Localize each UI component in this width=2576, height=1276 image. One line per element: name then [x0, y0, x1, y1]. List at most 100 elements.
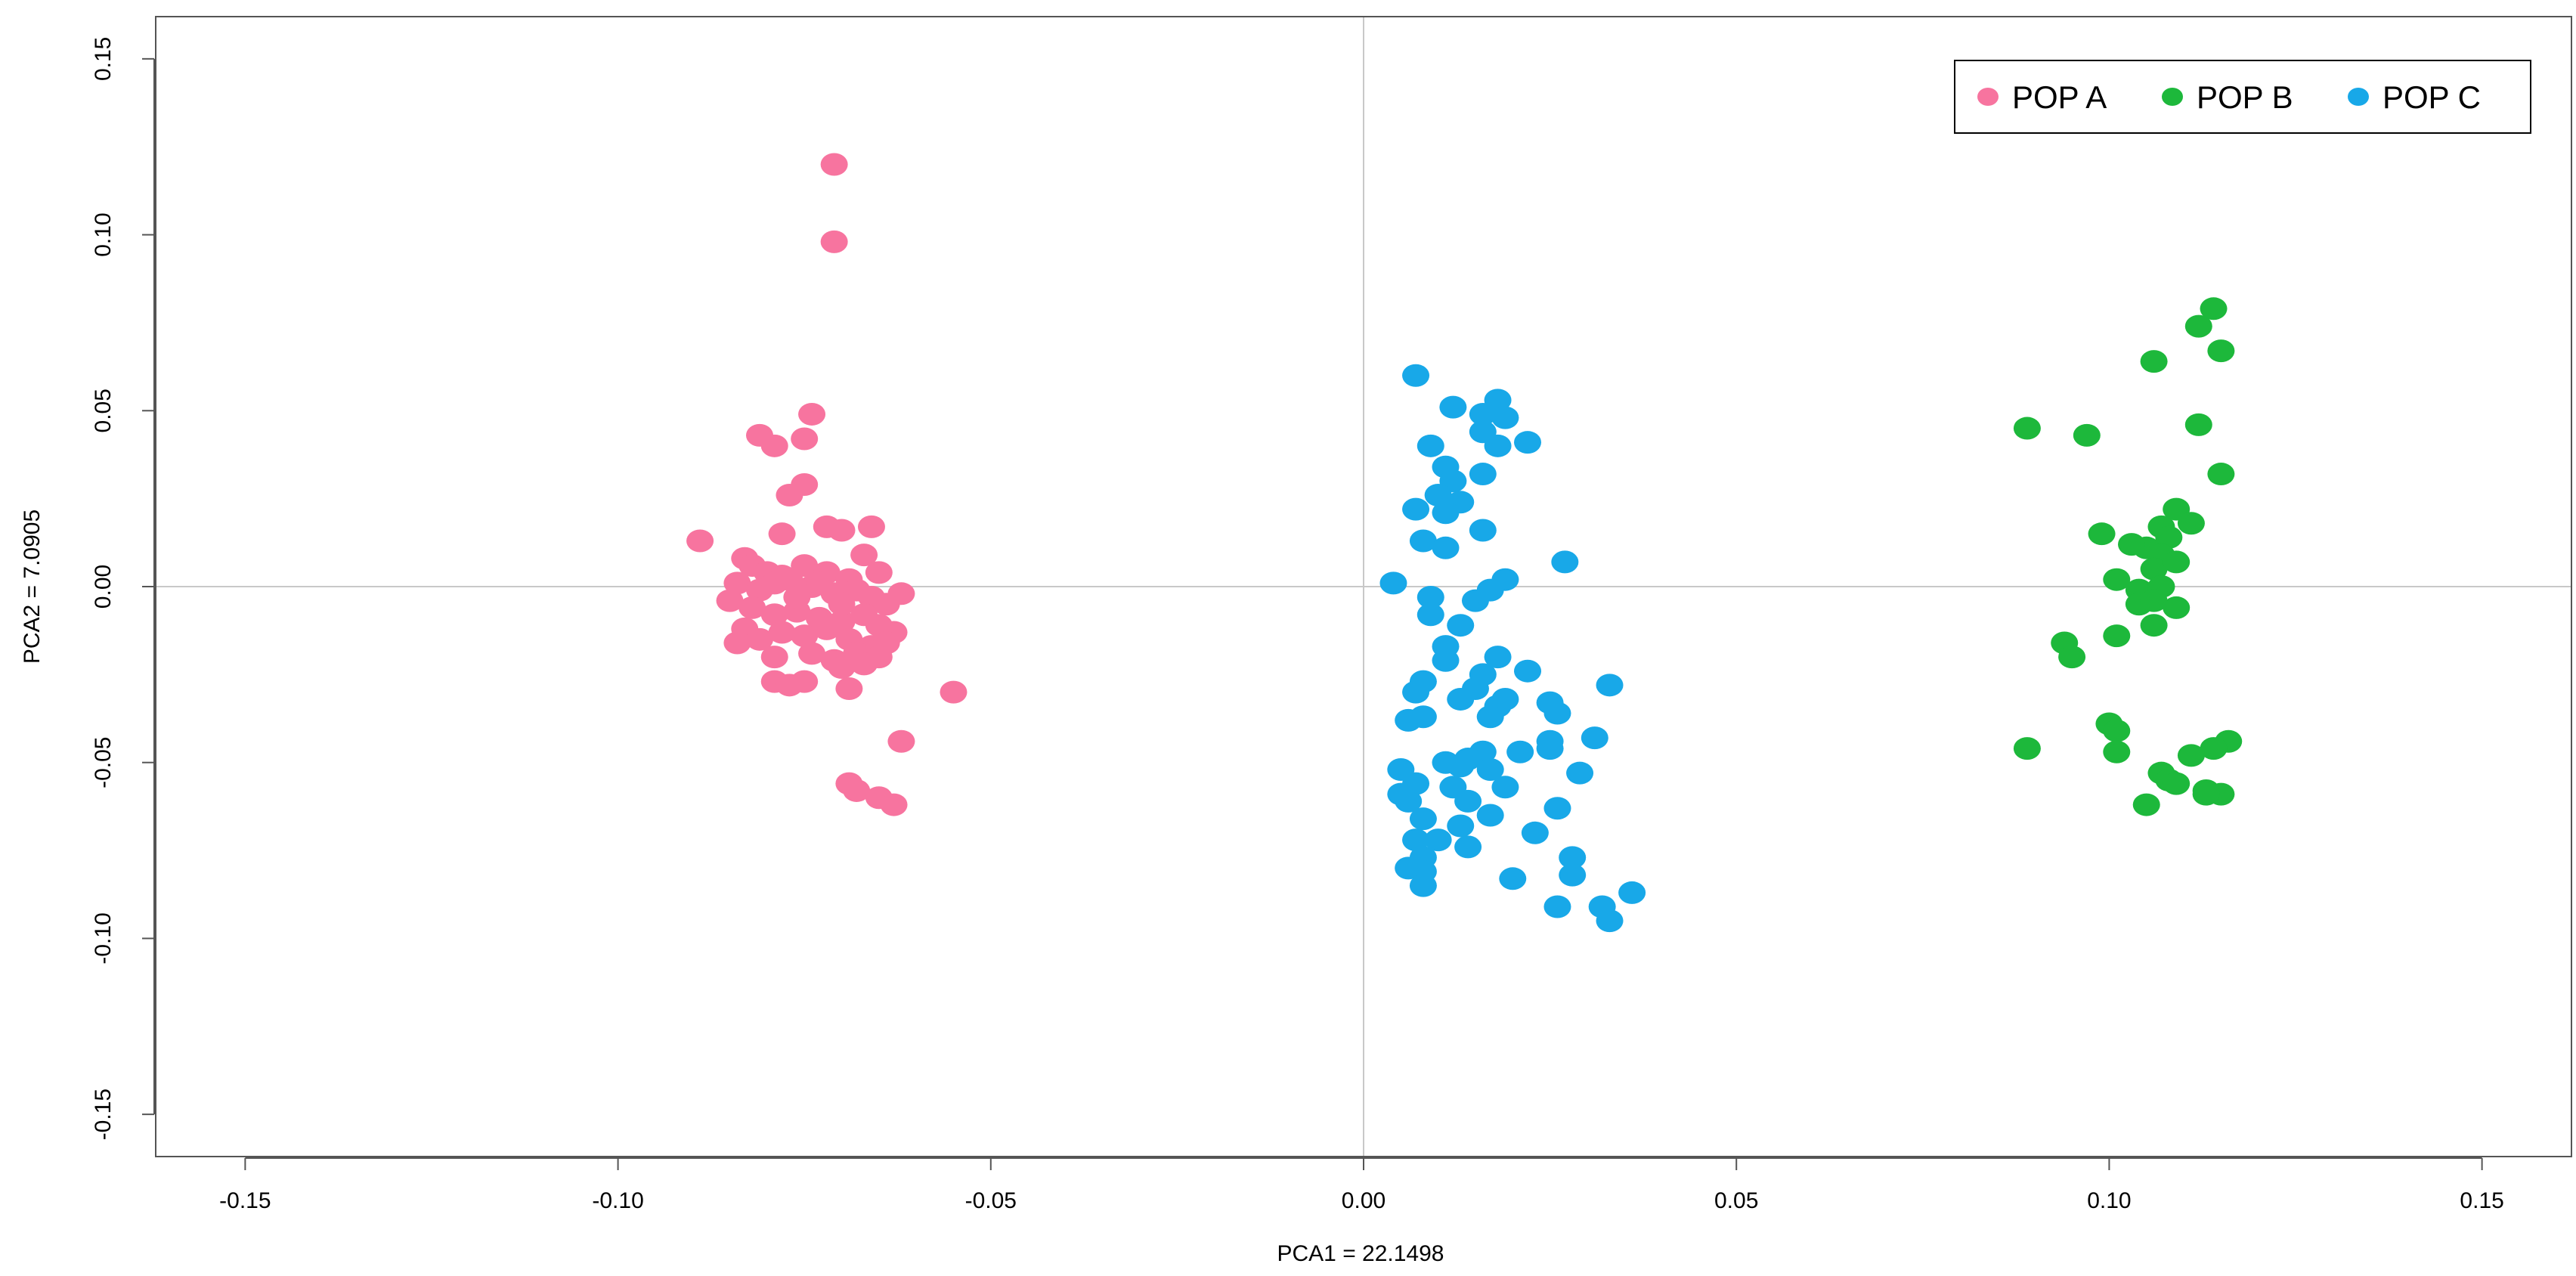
data-point-pop-b — [2140, 614, 2168, 637]
data-point-pop-c — [1416, 434, 1444, 457]
data-point-pop-c — [1424, 828, 1452, 852]
data-point-pop-a — [887, 729, 915, 753]
data-point-pop-a — [835, 677, 863, 700]
data-point-pop-c — [1409, 874, 1437, 897]
data-point-pop-c — [1618, 881, 1646, 904]
data-point-pop-b — [2200, 737, 2228, 760]
data-point-pop-a — [805, 571, 833, 595]
data-point-pop-b — [2103, 740, 2131, 763]
data-point-pop-b — [2132, 793, 2160, 816]
y-tick-label: 0.00 — [91, 565, 116, 609]
data-point-pop-c — [1559, 846, 1587, 869]
data-point-pop-b — [2140, 557, 2168, 581]
data-point-pop-c — [1416, 585, 1444, 609]
x-tick-label: 0.05 — [1714, 1188, 1758, 1213]
data-point-pop-b — [2140, 350, 2168, 373]
data-point-pop-c — [1551, 550, 1579, 574]
data-points — [686, 153, 2243, 933]
data-point-pop-a — [776, 483, 803, 506]
data-point-pop-c — [1447, 614, 1475, 637]
data-point-pop-c — [1432, 649, 1460, 672]
legend: POP A POP B POP C — [1954, 60, 2531, 134]
data-point-pop-a — [843, 779, 871, 802]
data-point-pop-a — [760, 646, 788, 669]
data-point-pop-b — [2184, 413, 2212, 436]
data-point-pop-a — [716, 589, 744, 612]
y-tick-label: -0.15 — [91, 1089, 116, 1140]
data-point-pop-b — [2200, 297, 2228, 321]
data-point-pop-c — [1514, 431, 1542, 454]
data-point-pop-b — [2163, 772, 2191, 795]
data-point-pop-b — [2192, 782, 2220, 806]
data-point-pop-a — [850, 544, 878, 567]
legend-label-pop-a: POP A — [2012, 79, 2107, 115]
data-point-pop-c — [1409, 807, 1437, 831]
legend-marker-pop-b — [2162, 88, 2183, 106]
data-point-pop-c — [1454, 789, 1482, 813]
data-point-pop-b — [2118, 533, 2146, 556]
data-point-pop-a — [723, 631, 751, 655]
data-point-pop-a — [760, 603, 788, 627]
data-point-pop-c — [1447, 814, 1475, 838]
legend-marker-pop-a — [1977, 88, 1999, 106]
data-point-pop-b — [2058, 646, 2086, 669]
data-point-pop-c — [1469, 463, 1497, 486]
data-point-pop-c — [1439, 395, 1467, 419]
data-point-pop-c — [1596, 674, 1624, 697]
data-point-pop-c — [1543, 701, 1571, 725]
x-tick-label: 0.00 — [1342, 1188, 1386, 1213]
data-point-pop-c — [1432, 501, 1460, 525]
data-point-pop-a — [865, 561, 893, 584]
data-point-pop-b — [2163, 550, 2191, 574]
data-point-pop-b — [2103, 719, 2131, 742]
plot-frame — [155, 16, 2572, 1157]
legend-marker-pop-c — [2348, 88, 2369, 106]
data-point-pop-a — [820, 230, 848, 253]
legend-label-pop-b: POP B — [2197, 79, 2293, 115]
data-point-pop-b — [2013, 417, 2041, 440]
data-point-pop-c — [1447, 687, 1475, 711]
data-point-pop-a — [723, 571, 751, 595]
data-point-pop-c — [1491, 406, 1519, 429]
data-point-pop-b — [2207, 339, 2235, 363]
legend-box — [1954, 60, 2531, 134]
data-point-pop-b — [2013, 737, 2041, 760]
x-tick-label: 0.15 — [2460, 1188, 2503, 1213]
data-point-pop-b — [2073, 423, 2101, 447]
data-point-pop-a — [791, 670, 819, 693]
data-point-pop-c — [1469, 519, 1497, 542]
data-point-pop-c — [1402, 680, 1430, 704]
data-point-pop-c — [1454, 835, 1482, 859]
data-point-pop-b — [2184, 314, 2212, 338]
y-tick-label: 0.10 — [91, 212, 116, 256]
data-point-pop-a — [768, 522, 796, 546]
x-tick-label: -0.05 — [965, 1188, 1017, 1213]
data-point-pop-c — [1566, 761, 1594, 785]
y-tick-label: 0.05 — [91, 389, 116, 432]
data-point-pop-b — [2103, 624, 2131, 648]
data-point-pop-a — [828, 656, 856, 680]
x-tick-label: -0.15 — [219, 1188, 271, 1213]
data-point-pop-a — [760, 434, 788, 457]
data-point-pop-a — [776, 568, 803, 591]
data-point-pop-c — [1402, 497, 1430, 521]
data-point-pop-a — [768, 621, 796, 644]
data-point-pop-a — [686, 529, 714, 553]
data-point-pop-c — [1484, 646, 1512, 669]
data-point-pop-c — [1581, 726, 1608, 750]
data-point-pop-c — [1521, 821, 1549, 844]
data-point-pop-c — [1395, 789, 1423, 813]
data-point-pop-a — [798, 402, 826, 426]
data-point-pop-c — [1469, 402, 1497, 426]
data-point-pop-c — [1379, 571, 1407, 595]
data-point-pop-a — [738, 596, 766, 619]
data-point-pop-a — [828, 593, 856, 616]
data-point-pop-c — [1476, 758, 1504, 782]
data-point-pop-c — [1543, 797, 1571, 820]
data-point-pop-c — [1559, 863, 1587, 887]
data-point-pop-c — [1461, 589, 1489, 612]
data-point-pop-a — [887, 582, 915, 605]
data-point-pop-c — [1447, 754, 1475, 778]
